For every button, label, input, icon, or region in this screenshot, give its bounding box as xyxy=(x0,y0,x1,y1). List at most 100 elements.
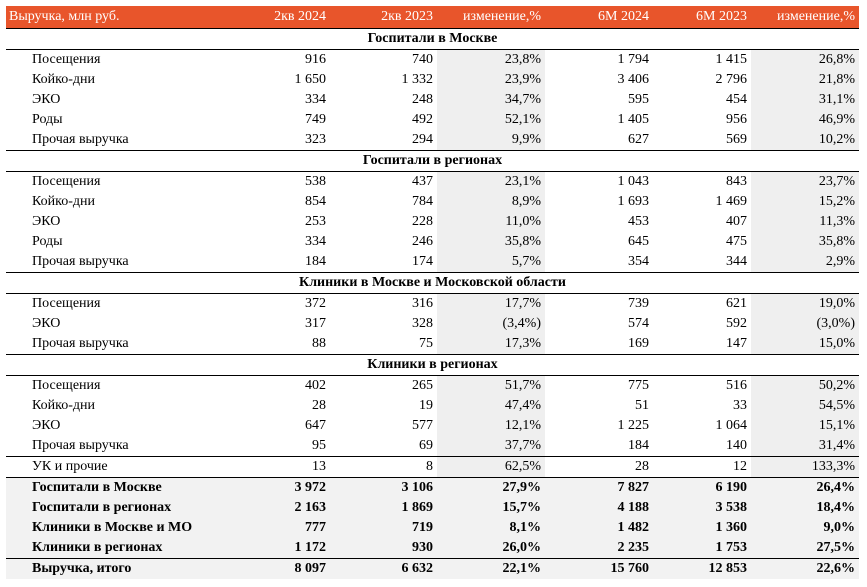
q2-2023-value: 1 869 xyxy=(330,498,437,518)
6m-2024-value: 51 xyxy=(635,398,649,413)
row-label: Госпитали в регионах xyxy=(6,498,223,518)
6m-2023-value: 956 xyxy=(726,112,747,127)
header-q2-2024: 2кв 2024 xyxy=(223,6,330,29)
6m-change-value: 11,3% xyxy=(751,212,859,232)
6m-2023-value: 344 xyxy=(726,254,747,269)
table-row: Посещения 538 437 23,1% 1 043 843 23,7% xyxy=(6,171,859,192)
q2-2023-value: 265 xyxy=(412,378,433,393)
6m-change-value: (3,0%) xyxy=(751,314,859,334)
q-change-value: 17,3% xyxy=(437,334,545,355)
q-change-value: 12,1% xyxy=(437,416,545,436)
q2-2023-value: 784 xyxy=(412,194,433,209)
q-change-value: 23,1% xyxy=(437,171,545,192)
grand-total-row: Выручка, итого 8 097 6 632 22,1% 15 760 12 85… xyxy=(6,558,859,579)
q-change-value: 23,8% xyxy=(437,49,545,70)
6m-2023-value: 1 469 xyxy=(715,194,748,209)
q2-2024-value: 253 xyxy=(305,214,326,229)
revenue-table-container: Выручка, млн руб. 2кв 2024 2кв 2023 изме… xyxy=(6,6,859,579)
6m-2023-value: 407 xyxy=(726,214,747,229)
6m-2023-value: 516 xyxy=(726,378,747,393)
q-change-value: 52,1% xyxy=(437,110,545,130)
q-change-value: 51,7% xyxy=(437,375,545,396)
table-row: Посещения 916 740 23,8% 1 794 1 415 26,8% xyxy=(6,49,859,70)
6m-2023-value: 3 538 xyxy=(653,498,751,518)
q-change-value: 26,0% xyxy=(437,538,545,559)
total-row: Клиники в Москве и МО 777 719 8,1% 1 482 1 36… xyxy=(6,518,859,538)
6m-2024-value: 453 xyxy=(628,214,649,229)
table-row: Койко-дни 1 650 1 332 23,9% 3 406 2 796 21,8% xyxy=(6,70,859,90)
6m-change-value: 19,0% xyxy=(751,293,859,314)
q2-2023-value: 69 xyxy=(419,438,433,453)
table-row: Роды 749 492 52,1% 1 405 956 46,9% xyxy=(6,110,859,130)
table-row: Прочая выручка 88 75 17,3% 169 147 15,0% xyxy=(6,334,859,355)
6m-change-value: 31,4% xyxy=(751,436,859,457)
q2-2024-value: 372 xyxy=(305,296,326,311)
row-label: Роды xyxy=(32,234,63,249)
6m-2024-value: 1 225 xyxy=(617,418,650,433)
6m-change-value: 31,1% xyxy=(751,90,859,110)
6m-2024-value: 775 xyxy=(628,378,649,393)
header-6m-change: изменение,% xyxy=(751,6,859,29)
row-label: Посещения xyxy=(32,52,101,67)
row-label: Выручка, итого xyxy=(6,558,223,579)
6m-2024-value: 354 xyxy=(628,254,649,269)
q2-2023-value: 19 xyxy=(419,398,433,413)
q2-2023-value: 740 xyxy=(412,52,433,67)
row-label: Посещения xyxy=(32,174,101,189)
q2-2023-value: 930 xyxy=(330,538,437,559)
section-header-row: Клиники в регионах xyxy=(6,354,859,376)
revenue-table: Выручка, млн руб. 2кв 2024 2кв 2023 изме… xyxy=(6,6,859,579)
6m-2024-value: 595 xyxy=(628,92,649,107)
6m-2023-value: 475 xyxy=(726,234,747,249)
6m-2023-value: 2 796 xyxy=(715,72,748,87)
table-row: ЭКО 334 248 34,7% 595 454 31,1% xyxy=(6,90,859,110)
6m-change-value: 35,8% xyxy=(751,232,859,252)
row-label: Посещения xyxy=(32,296,101,311)
q-change-value: 8,9% xyxy=(437,192,545,212)
6m-change-value: 9,0% xyxy=(751,518,859,538)
section-title: Госпитали в регионах xyxy=(6,150,859,172)
q-change-value: 27,9% xyxy=(437,477,545,498)
q2-2023-value: 248 xyxy=(412,92,433,107)
6m-2023-value: 454 xyxy=(726,92,747,107)
section-header-row: Госпитали в Москве xyxy=(6,28,859,50)
q2-2023-value: 228 xyxy=(412,214,433,229)
uk-row: УК и прочие 13 8 62,5% 28 12 133,3% xyxy=(6,456,859,478)
header-6m-2023: 6М 2023 xyxy=(653,6,751,29)
q2-2024-value: 184 xyxy=(305,254,326,269)
6m-2024-value: 7 827 xyxy=(545,477,653,498)
6m-2023-value: 1 415 xyxy=(715,52,748,67)
total-row: Госпитали в Москве 3 972 3 106 27,9% 7 827 6 … xyxy=(6,477,859,498)
q2-2023-value: 174 xyxy=(412,254,433,269)
6m-2024-value: 3 406 xyxy=(617,72,650,87)
q2-2023-value: 246 xyxy=(412,234,433,249)
6m-2024-value: 1 405 xyxy=(617,112,650,127)
q2-2023-value: 719 xyxy=(330,518,437,538)
header-label: Выручка, млн руб. xyxy=(6,6,223,29)
q-change-value: 5,7% xyxy=(437,252,545,273)
6m-2023-value: 33 xyxy=(733,398,747,413)
table-row: Прочая выручка 323 294 9,9% 627 569 10,2% xyxy=(6,130,859,151)
6m-2023-value: 1 753 xyxy=(653,538,751,559)
6m-2024-value: 739 xyxy=(628,296,649,311)
q2-2023-value: 3 106 xyxy=(330,477,437,498)
6m-change-value: 18,4% xyxy=(751,498,859,518)
table-row: Койко-дни 28 19 47,4% 51 33 54,5% xyxy=(6,396,859,416)
6m-2024-value: 1 482 xyxy=(545,518,653,538)
q2-2024-value: 334 xyxy=(305,234,326,249)
row-label: ЭКО xyxy=(32,316,61,331)
6m-2024-value: 15 760 xyxy=(545,558,653,579)
6m-change-value: 15,0% xyxy=(751,334,859,355)
q2-2023-value: 75 xyxy=(419,336,433,351)
6m-change-value: 2,9% xyxy=(751,252,859,273)
q2-2023-value: 437 xyxy=(412,174,433,189)
q2-2024-value: 1 650 xyxy=(294,72,327,87)
6m-2023-value: 6 190 xyxy=(653,477,751,498)
row-label: Роды xyxy=(32,112,63,127)
q2-2023-value: 294 xyxy=(412,132,433,147)
q2-2024-value: 777 xyxy=(223,518,330,538)
q2-2023-value: 6 632 xyxy=(330,558,437,579)
row-label: Посещения xyxy=(32,378,101,393)
6m-2023-value: 12 853 xyxy=(653,558,751,579)
section-title: Госпитали в Москве xyxy=(6,28,859,50)
